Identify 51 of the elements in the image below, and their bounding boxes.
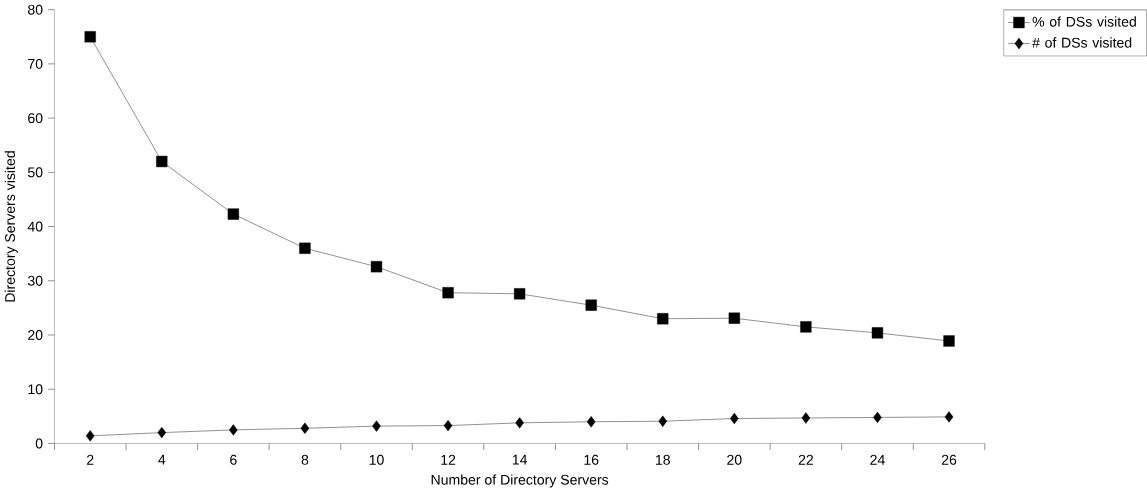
x-tick-label: 12	[441, 454, 456, 465]
point	[229, 424, 238, 436]
legend-label: # of DSs visited	[1032, 37, 1132, 48]
point	[156, 155, 168, 168]
point	[800, 321, 812, 333]
point	[84, 31, 96, 43]
point	[801, 412, 811, 424]
y-tick-label: 40	[27, 221, 43, 232]
point	[585, 299, 597, 311]
x-tick-label: 2	[87, 454, 94, 465]
point	[227, 208, 239, 220]
y-tick-label: 60	[28, 113, 43, 123]
point	[871, 327, 884, 339]
x-tick-label: 18	[656, 454, 670, 465]
point	[873, 411, 882, 423]
x-tick-label: 20	[727, 454, 742, 465]
point	[515, 417, 524, 429]
y-axis-title: Directory Servers visited	[4, 151, 18, 302]
point	[657, 313, 669, 325]
point	[658, 415, 668, 427]
point	[299, 242, 311, 254]
point	[513, 288, 526, 300]
point	[586, 416, 596, 428]
point	[85, 430, 95, 442]
legend-label: % of DSs visited	[1032, 16, 1136, 27]
x-tick-label: 6	[230, 454, 237, 465]
x-tick-label: 8	[301, 454, 309, 465]
y-tick-label: 80	[28, 4, 43, 15]
y-tick-label: 70	[28, 58, 43, 69]
y-tick-label: 0	[35, 438, 43, 449]
y-tick-label: 10	[28, 384, 43, 395]
point	[944, 411, 954, 423]
x-axis-title: Number of Directory Servers	[431, 474, 609, 488]
x-tick-label: 10	[369, 454, 384, 465]
y-tick-label: 50	[27, 167, 43, 178]
x-tick-label: 26	[941, 454, 957, 465]
point	[443, 419, 453, 432]
point	[943, 335, 955, 347]
y-tick-label: 30	[27, 275, 43, 286]
x-tick-label: 14	[512, 454, 528, 465]
point	[300, 422, 310, 434]
point	[728, 312, 740, 324]
point	[372, 420, 381, 432]
y-tick-label: 20	[28, 329, 43, 340]
point	[370, 260, 383, 273]
x-tick-label: 16	[584, 454, 599, 465]
x-tick-label: 22	[798, 454, 813, 465]
point	[157, 426, 167, 439]
x-tick-label: 24	[870, 454, 885, 465]
x-tick-label: 4	[158, 454, 166, 465]
point	[442, 287, 454, 299]
